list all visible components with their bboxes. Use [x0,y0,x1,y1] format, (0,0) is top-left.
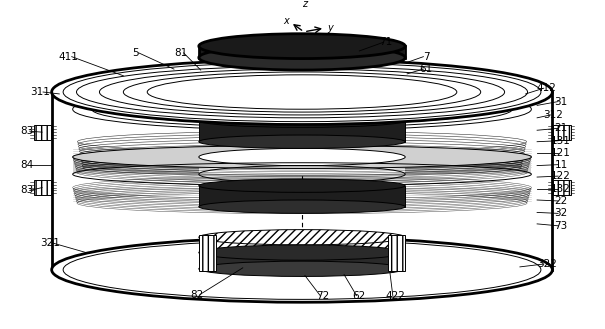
Text: 32: 32 [554,208,567,218]
Ellipse shape [199,95,405,110]
Bar [554,124,571,140]
Text: 131: 131 [551,136,571,146]
Bar [199,71,405,86]
Bar [199,186,405,207]
Text: 61: 61 [420,64,433,74]
Ellipse shape [51,237,552,302]
Ellipse shape [199,34,405,59]
Text: 71: 71 [379,37,393,47]
Bar [199,69,216,104]
Text: 312: 312 [543,110,563,120]
Text: 84: 84 [20,160,33,170]
Bar [388,69,405,104]
Text: 132: 132 [551,184,571,193]
Bar [199,253,405,269]
Bar [33,180,51,195]
Bar [199,157,405,174]
Text: 83: 83 [20,186,33,195]
Bar [554,180,571,195]
Text: 62: 62 [353,291,366,301]
Ellipse shape [199,114,405,127]
Text: 5: 5 [132,48,139,58]
Text: 412: 412 [537,83,557,93]
Ellipse shape [199,200,405,214]
Bar [200,46,404,58]
Text: 311: 311 [30,87,50,97]
Text: 321: 321 [40,238,60,248]
Ellipse shape [51,60,552,124]
Ellipse shape [199,179,405,192]
Bar [199,235,216,271]
Text: 83: 83 [20,126,33,136]
Text: 82: 82 [191,290,203,300]
Text: z: z [302,0,307,9]
Ellipse shape [199,45,405,70]
Bar [199,186,405,207]
Bar [33,124,51,140]
Text: 21: 21 [554,123,567,133]
Ellipse shape [199,230,405,245]
Bar [199,253,405,269]
Text: 31: 31 [554,97,567,107]
Ellipse shape [63,240,541,299]
Ellipse shape [199,135,405,148]
Bar [199,237,405,253]
Text: 422: 422 [386,291,405,301]
Bar [199,86,405,103]
Text: 121: 121 [551,148,571,158]
Text: 7: 7 [423,52,430,62]
Text: 122: 122 [551,171,571,181]
Bar [199,86,405,103]
Text: 22: 22 [554,196,567,206]
Ellipse shape [63,63,541,122]
Ellipse shape [199,79,405,94]
Bar [53,92,551,270]
Ellipse shape [199,63,405,79]
Ellipse shape [73,145,531,168]
Bar [388,235,405,271]
Ellipse shape [199,148,405,165]
Text: 73: 73 [554,221,567,231]
Bar [73,157,531,174]
Text: 411: 411 [59,52,79,62]
Bar [199,121,405,142]
Text: 72: 72 [316,291,330,301]
Bar [199,121,405,142]
Text: y: y [327,23,333,33]
Text: 322: 322 [537,259,557,269]
Ellipse shape [199,245,405,260]
Text: 11: 11 [554,160,567,170]
Text: 81: 81 [174,48,188,58]
Text: x: x [283,16,289,26]
Ellipse shape [199,261,405,276]
